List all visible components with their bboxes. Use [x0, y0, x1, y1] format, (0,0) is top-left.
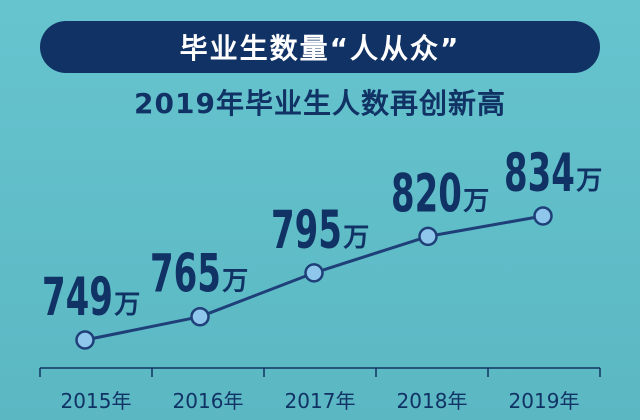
data-point-marker	[418, 226, 438, 247]
data-value-label: 765	[150, 242, 221, 304]
data-point-marker	[304, 263, 324, 283]
data-value-label: 820	[391, 162, 462, 224]
title-banner: 毕业生数量“人从众”	[40, 21, 600, 73]
data-value-label: 834	[504, 141, 575, 203]
x-tick-label: 2015年	[61, 389, 132, 413]
x-tick-label: 2016年	[173, 389, 244, 413]
data-point-marker	[533, 206, 553, 226]
data-point-marker	[190, 306, 210, 327]
chart-subtitle: 2019年毕业生人数再创新高	[134, 87, 506, 120]
x-tick-label: 2018年	[397, 389, 468, 413]
x-tick-label: 2017年	[285, 389, 356, 413]
data-unit-label: 万	[463, 186, 489, 216]
data-unit-label: 万	[343, 223, 369, 253]
data-point-marker	[75, 330, 95, 350]
data-value-label: 795	[271, 198, 342, 260]
page-title: 毕业生数量“人从众”	[179, 32, 461, 65]
data-value-label: 749	[42, 265, 113, 327]
x-tick-label: 2019年	[509, 389, 580, 413]
data-unit-label: 万	[114, 290, 140, 320]
data-unit-label: 万	[576, 166, 602, 196]
data-unit-label: 万	[222, 267, 248, 297]
